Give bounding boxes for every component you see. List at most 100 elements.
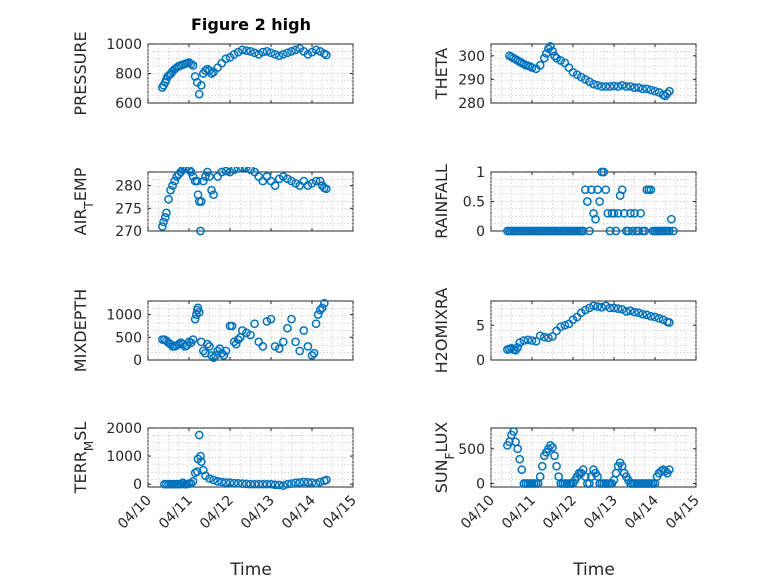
data-markers — [158, 44, 331, 99]
data-point — [560, 320, 570, 330]
data-point — [229, 167, 239, 175]
data-point — [624, 226, 633, 236]
data-markers — [503, 167, 678, 236]
data-point — [515, 454, 525, 464]
data-point — [517, 465, 527, 474]
data-point — [665, 226, 674, 236]
y-tick-label: 0.5 — [463, 195, 485, 211]
data-point — [188, 61, 198, 70]
data-point — [315, 176, 325, 186]
data-point — [605, 82, 615, 91]
y-tick-label: 2000 — [106, 421, 142, 437]
y-tick-label: 1000 — [106, 449, 142, 465]
data-point — [601, 185, 611, 195]
data-point — [291, 337, 300, 347]
data-point — [287, 314, 296, 324]
data-point — [535, 472, 545, 481]
data-point — [307, 478, 317, 488]
data-point — [580, 305, 590, 315]
data-point — [646, 311, 656, 321]
data-point — [194, 89, 204, 99]
data-point — [513, 343, 523, 352]
data-point — [609, 208, 619, 218]
data-point — [246, 47, 255, 56]
subplot-5: 0 500 1000 MIXDEPTH — [71, 289, 354, 372]
data-point — [274, 480, 284, 490]
data-point — [642, 310, 652, 320]
data-point — [225, 478, 235, 488]
data-point — [180, 167, 190, 173]
data-point — [662, 89, 672, 98]
data-point — [544, 333, 553, 343]
data-point — [203, 167, 212, 177]
data-point — [630, 208, 639, 218]
data-point — [630, 307, 639, 317]
data-point — [589, 301, 598, 311]
data-point — [634, 308, 643, 318]
data-point — [176, 479, 186, 489]
data-markers — [503, 427, 674, 488]
data-point — [168, 181, 177, 190]
data-point — [258, 47, 268, 57]
y-tick-label: 600 — [115, 96, 142, 112]
data-point — [270, 480, 280, 490]
data-point — [270, 49, 280, 59]
data-point — [311, 319, 321, 329]
data-point — [519, 336, 529, 345]
data-point — [199, 465, 208, 475]
data-point — [303, 477, 313, 487]
data-point — [254, 479, 264, 489]
data-point — [258, 342, 268, 351]
data-point — [617, 80, 627, 90]
data-point — [313, 310, 323, 319]
data-point — [233, 167, 243, 173]
data-point — [550, 51, 559, 61]
data-point — [160, 213, 170, 222]
y-tick-label: 1000 — [106, 37, 142, 53]
data-markers — [505, 42, 674, 101]
y-tick-label: 0 — [133, 477, 142, 493]
data-point — [585, 226, 594, 236]
data-point — [660, 466, 670, 476]
data-point — [319, 49, 329, 58]
data-point — [646, 185, 656, 195]
data-point — [507, 343, 516, 353]
data-point — [654, 314, 664, 323]
data-point — [322, 475, 331, 485]
data-point — [287, 47, 296, 56]
data-point — [196, 451, 205, 461]
data-point — [593, 80, 602, 90]
data-point — [634, 226, 643, 236]
data-point — [667, 214, 676, 224]
data-point — [535, 60, 545, 70]
data-point — [595, 197, 605, 206]
data-point — [159, 217, 168, 227]
data-point — [237, 167, 247, 172]
data-point — [583, 197, 592, 206]
data-point — [186, 478, 196, 488]
data-point — [311, 478, 321, 488]
subplot-1: 600 800 1000 PRESSURE — [71, 31, 354, 116]
data-point — [192, 467, 202, 476]
data-point — [599, 167, 609, 177]
data-point — [636, 208, 646, 218]
data-point — [611, 226, 621, 236]
data-point — [591, 214, 600, 224]
data-point — [278, 481, 288, 490]
subplot-3: 270 275 280 AIRTEMP — [71, 167, 354, 240]
data-point — [250, 48, 259, 58]
data-point — [630, 83, 639, 93]
data-point — [278, 337, 288, 347]
subplot-4: 0 0.5 1 RAINFALL — [432, 164, 697, 240]
data-point — [221, 346, 231, 356]
data-point — [227, 321, 237, 331]
data-point — [287, 479, 296, 488]
data-point — [246, 330, 255, 340]
data-point — [283, 323, 292, 333]
data-point — [593, 185, 602, 195]
y-tick-label: 280 — [458, 96, 485, 112]
data-point — [266, 479, 276, 489]
data-point — [527, 63, 537, 72]
data-point — [186, 59, 196, 69]
